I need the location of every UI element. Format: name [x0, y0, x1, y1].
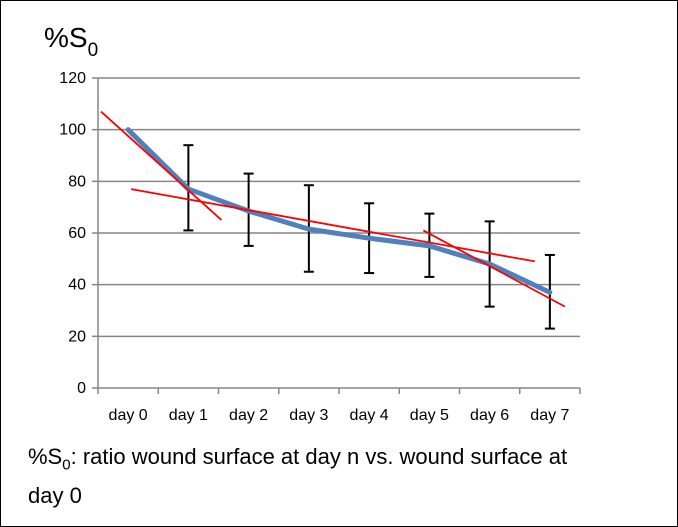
x-tick-label: day 5 [410, 407, 449, 424]
series-lines [125, 127, 553, 295]
x-tick-label: day 3 [289, 407, 328, 424]
series-line [125, 127, 553, 295]
x-tick-label: day 1 [169, 407, 208, 424]
y-tick-label: 40 [68, 277, 86, 294]
trend-lines [100, 110, 566, 308]
axes [92, 77, 581, 394]
trend-line [130, 188, 535, 263]
chart-caption: %S0: ratio wound surface at day n vs. wo… [28, 441, 588, 511]
y-tick-label: 120 [59, 70, 86, 87]
x-tick-label: day 0 [109, 407, 148, 424]
caption-text: : ratio wound surface at day n vs. wound… [28, 444, 568, 509]
y-axis-label: %S0 [44, 22, 98, 61]
trend-line [100, 110, 223, 221]
y-tick-labels: 0 20 40 60 80 100 120 [59, 70, 86, 397]
y-tick-label: 100 [59, 122, 86, 139]
x-tick-label: day 6 [470, 407, 509, 424]
x-tick-label: day 4 [350, 407, 389, 424]
caption-prefix: %S [28, 444, 63, 469]
y-tick-label: 60 [68, 225, 86, 242]
y-tick-label: 20 [68, 328, 86, 345]
y-tick-label: 0 [77, 380, 86, 397]
trend-line [422, 229, 566, 308]
x-tick-labels: day 0 day 1 day 2 day 3 day 4 day 5 day 6 day 7 [109, 407, 570, 424]
x-tick-label: day 2 [229, 407, 268, 424]
gridlines [98, 77, 580, 338]
caption-subscript: 0 [62, 456, 71, 474]
y-tick-label: 80 [68, 173, 86, 190]
x-tick-label: day 7 [530, 407, 569, 424]
